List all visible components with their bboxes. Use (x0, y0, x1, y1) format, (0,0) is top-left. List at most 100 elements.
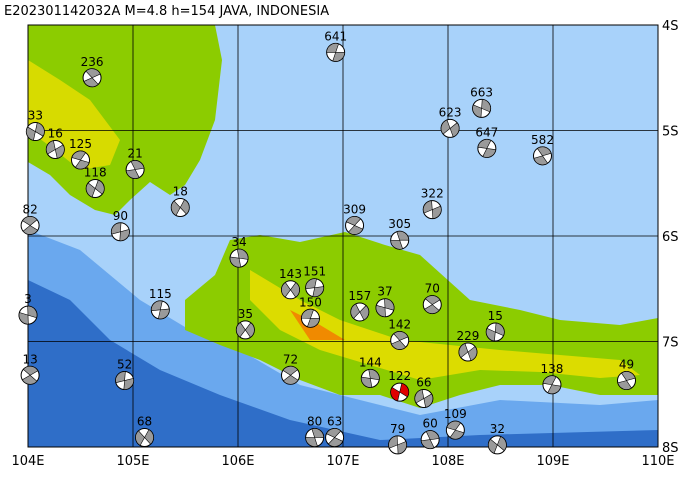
beachball (125, 160, 145, 180)
quadrant (388, 435, 407, 455)
quadrant (617, 371, 636, 390)
quadrant (486, 322, 505, 342)
depth-label: 18 (173, 185, 188, 199)
depth-label: 641 (324, 29, 347, 43)
deep-sea (28, 280, 658, 447)
quadrant (305, 278, 324, 297)
beachball (350, 302, 370, 322)
quadrant (115, 371, 134, 390)
depth-label: 66 (416, 375, 431, 389)
depth-label: 663 (470, 85, 493, 99)
quadrant (281, 282, 300, 298)
depth-label: 70 (425, 282, 440, 296)
quadrant (423, 200, 442, 219)
quadrant (391, 331, 409, 350)
depth-label: 151 (303, 265, 326, 279)
depth-label: 122 (388, 369, 411, 383)
depth-label: 144 (359, 355, 382, 369)
beachball (281, 280, 300, 300)
highland (250, 270, 640, 380)
depth-label: 63 (327, 415, 342, 429)
depth-label: 16 (48, 126, 63, 140)
beachball (150, 300, 170, 320)
quadrant (350, 303, 370, 321)
beachball (390, 330, 410, 350)
beachball (390, 382, 410, 402)
depth-label: 80 (307, 415, 322, 429)
beachball (325, 428, 345, 448)
depth-label: 72 (283, 352, 298, 366)
beachball (229, 248, 249, 268)
lon-label: 105E (116, 454, 149, 469)
beachball (115, 371, 135, 391)
quadrant (420, 430, 440, 449)
beachball (422, 200, 442, 220)
depth-label: 68 (137, 415, 152, 429)
beachball (533, 146, 552, 166)
depth-label: 623 (439, 105, 462, 119)
beachball (170, 198, 190, 218)
lat-label: 6S (662, 230, 679, 245)
beachball (420, 430, 440, 450)
quadrant (361, 369, 380, 388)
beachball (281, 365, 300, 385)
quadrant (22, 216, 39, 235)
depth-label: 52 (117, 358, 132, 372)
depth-label: 118 (84, 166, 107, 180)
quadrant (170, 199, 190, 216)
beachball (485, 322, 505, 342)
beachball (388, 435, 408, 455)
depth-label: 32 (490, 422, 505, 436)
quadrant (477, 139, 497, 158)
quadrant (424, 295, 441, 314)
depth-label: 49 (619, 358, 634, 372)
beachball (414, 388, 434, 408)
beachball (445, 420, 465, 440)
beachball (472, 98, 492, 118)
quadrant (85, 179, 105, 198)
beachball (71, 150, 90, 170)
depth-label: 309 (343, 202, 366, 216)
lat-label: 5S (662, 125, 679, 140)
depth-label: 115 (149, 287, 172, 301)
quadrant (390, 230, 410, 250)
beachball (235, 320, 255, 340)
quadrant (83, 68, 101, 88)
beachball (25, 122, 45, 142)
depth-label: 322 (421, 187, 444, 201)
quadrant (458, 343, 478, 361)
quadrant (375, 298, 395, 318)
beachball (20, 215, 40, 235)
quadrant (18, 305, 38, 325)
lon-label: 108E (431, 454, 464, 469)
beachball (18, 305, 38, 325)
depth-label: 150 (299, 295, 322, 309)
quadrant (236, 322, 255, 338)
quadrant (305, 428, 324, 447)
quadrant (229, 248, 249, 268)
lon-label: 107E (326, 454, 359, 469)
depth-label: 142 (388, 317, 411, 331)
depth-label: 82 (22, 202, 37, 216)
quadrant (390, 383, 409, 402)
quadrant (345, 216, 364, 235)
depth-label: 143 (279, 267, 302, 281)
beachball (82, 68, 102, 88)
beachball (458, 342, 478, 362)
quadrant (446, 420, 465, 440)
beachball (305, 428, 325, 448)
depth-label: 37 (377, 285, 392, 299)
depth-label: 138 (540, 362, 563, 376)
depth-label: 229 (456, 329, 479, 343)
depth-label: 236 (81, 55, 104, 69)
beachball (542, 375, 562, 395)
quadrant (135, 429, 154, 446)
beachball (375, 298, 395, 318)
beachball (85, 179, 105, 199)
map-title: E202301142032A M=4.8 h=154 JAVA, INDONES… (4, 4, 329, 19)
quadrant (326, 428, 344, 447)
depth-label: 21 (127, 147, 142, 161)
beachball (135, 428, 155, 448)
beachball (45, 139, 65, 159)
depth-label: 13 (22, 352, 37, 366)
